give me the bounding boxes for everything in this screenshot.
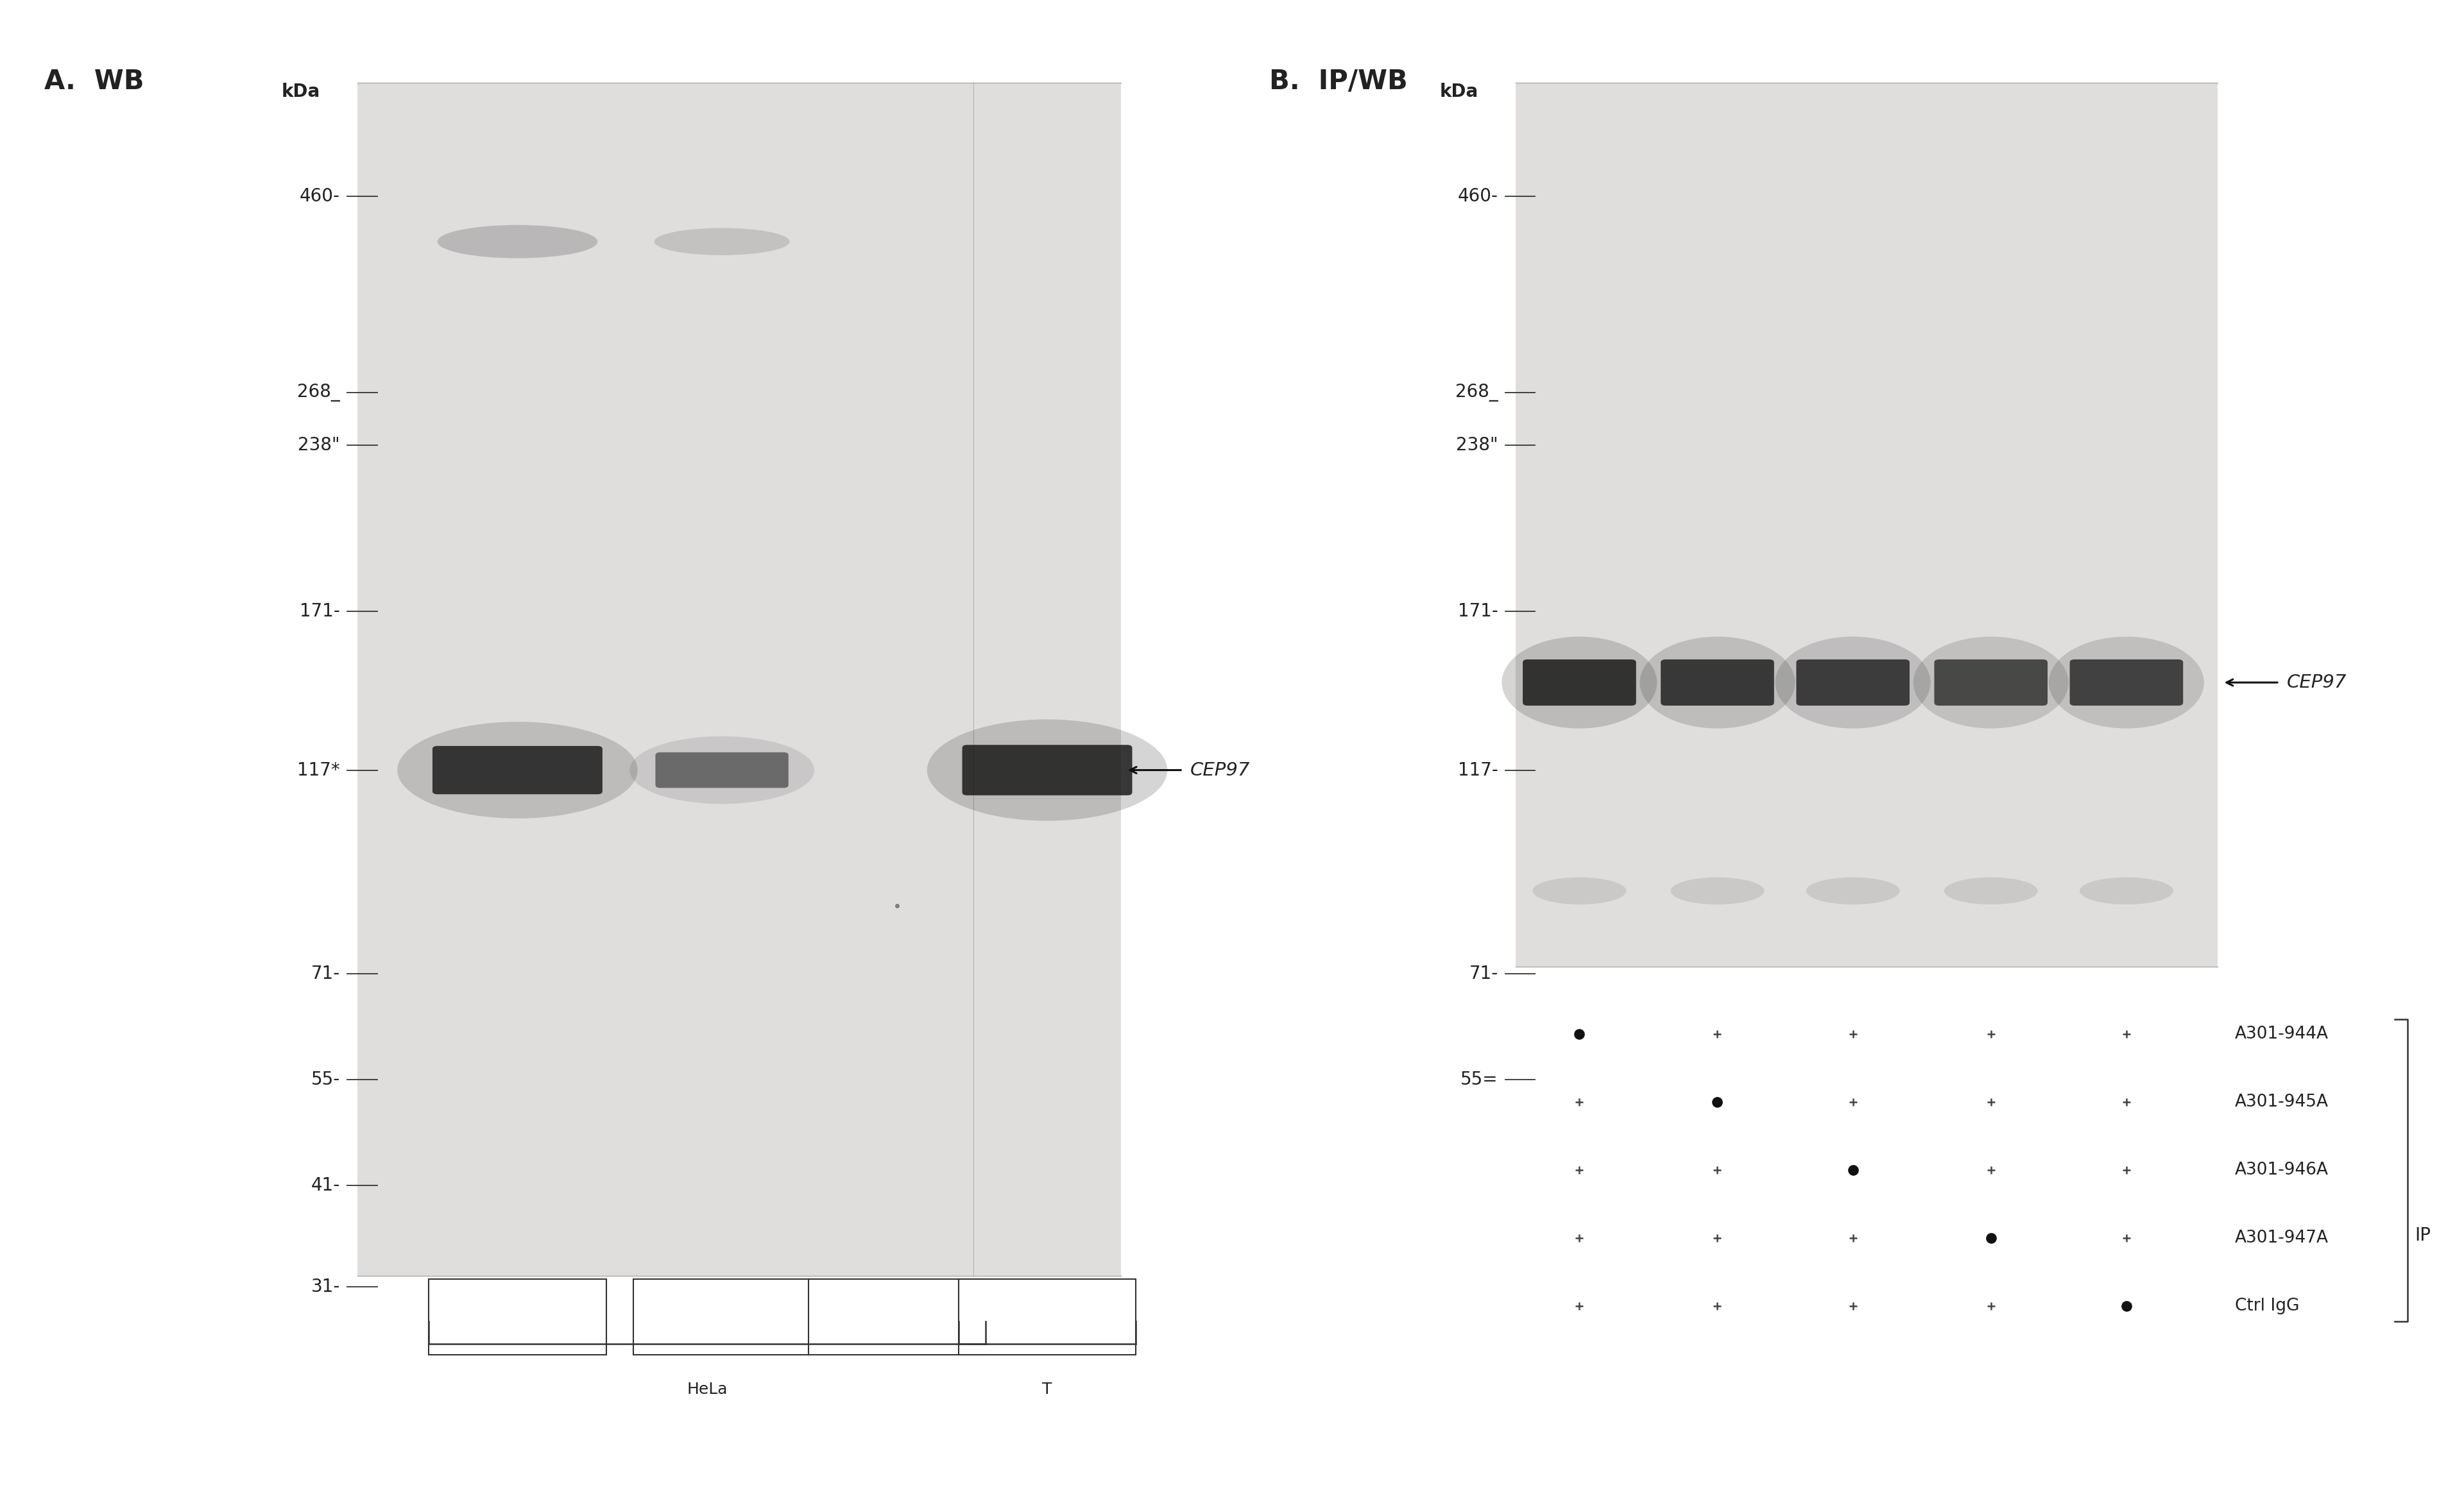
Ellipse shape: [2050, 637, 2205, 728]
Ellipse shape: [1944, 877, 2038, 904]
Text: A.  WB: A. WB: [44, 68, 143, 95]
Text: kDa: kDa: [1439, 83, 1478, 101]
FancyBboxPatch shape: [2070, 660, 2183, 705]
FancyBboxPatch shape: [434, 746, 601, 794]
Text: 71-: 71-: [310, 965, 340, 983]
Ellipse shape: [436, 225, 599, 258]
Bar: [357, 83, 1121, 1276]
Ellipse shape: [1671, 877, 1764, 904]
Bar: [633, 1279, 811, 1354]
FancyBboxPatch shape: [1934, 660, 2048, 705]
Ellipse shape: [628, 737, 813, 803]
Text: CEP97: CEP97: [2287, 673, 2346, 692]
Text: 50: 50: [508, 1309, 527, 1324]
Text: 268_: 268_: [298, 384, 340, 402]
Ellipse shape: [1533, 877, 1626, 904]
Text: A301-947A: A301-947A: [2235, 1229, 2328, 1247]
Text: 55-: 55-: [310, 1071, 340, 1089]
Ellipse shape: [2080, 877, 2173, 904]
Ellipse shape: [926, 719, 1168, 821]
Text: CEP97: CEP97: [1190, 761, 1249, 779]
Text: HeLa: HeLa: [687, 1382, 727, 1397]
Ellipse shape: [1806, 877, 1900, 904]
Text: 268_: 268_: [1456, 384, 1498, 402]
Bar: [958, 1279, 1136, 1354]
Text: 71-: 71-: [1469, 965, 1498, 983]
Text: 50: 50: [1037, 1309, 1057, 1324]
Text: 55=: 55=: [1461, 1071, 1498, 1089]
Text: 238": 238": [1456, 436, 1498, 455]
Text: 15: 15: [712, 1309, 732, 1324]
Text: 41-: 41-: [310, 1176, 340, 1194]
Text: 31-: 31-: [310, 1277, 340, 1296]
Text: 238": 238": [298, 436, 340, 455]
Text: A301-945A: A301-945A: [2235, 1093, 2328, 1111]
Ellipse shape: [1641, 637, 1794, 728]
Ellipse shape: [1501, 637, 1656, 728]
Bar: [1515, 83, 2218, 966]
Ellipse shape: [653, 228, 788, 255]
Text: IP: IP: [2415, 1226, 2432, 1244]
Bar: [429, 1279, 606, 1354]
Text: Ctrl IgG: Ctrl IgG: [2235, 1297, 2299, 1315]
Text: T: T: [1042, 1382, 1052, 1397]
Text: A301-946A: A301-946A: [2235, 1161, 2328, 1179]
Ellipse shape: [1774, 637, 1932, 728]
FancyBboxPatch shape: [1796, 660, 1910, 705]
Text: A301-944A: A301-944A: [2235, 1025, 2328, 1043]
FancyBboxPatch shape: [655, 752, 788, 788]
FancyBboxPatch shape: [961, 744, 1131, 796]
Text: B.  IP/WB: B. IP/WB: [1269, 68, 1407, 95]
FancyBboxPatch shape: [1523, 660, 1636, 705]
Text: 171-: 171-: [301, 602, 340, 621]
FancyBboxPatch shape: [1661, 660, 1774, 705]
Text: 5: 5: [892, 1309, 902, 1324]
Text: 460-: 460-: [301, 187, 340, 205]
Text: 171-: 171-: [1459, 602, 1498, 621]
Text: 460-: 460-: [1459, 187, 1498, 205]
Ellipse shape: [397, 722, 638, 818]
Text: 117-: 117-: [1459, 761, 1498, 779]
Ellipse shape: [1915, 637, 2070, 728]
Text: 117*: 117*: [298, 761, 340, 779]
Text: kDa: kDa: [281, 83, 320, 101]
Bar: [808, 1279, 986, 1354]
